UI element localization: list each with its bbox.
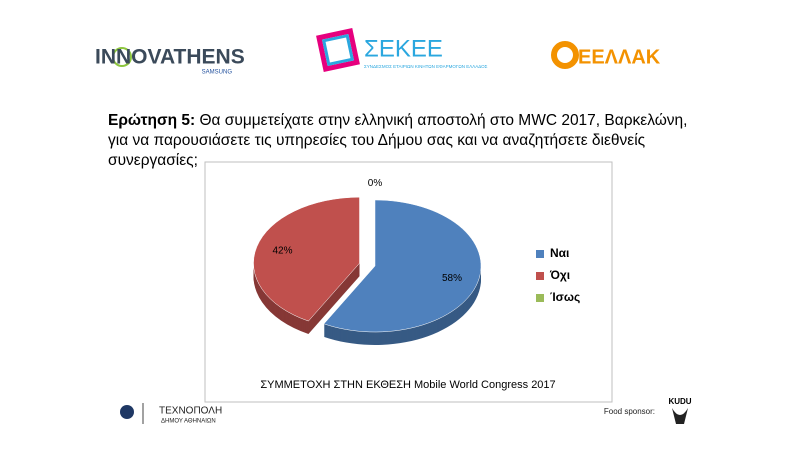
footer-text: Food sponsor: xyxy=(604,407,655,416)
logo-kudu: KUDU xyxy=(668,397,691,406)
logo-technopoli: ΤΕΧΝΟΠΟΛΗ xyxy=(159,406,222,417)
pie-slice xyxy=(323,199,482,333)
logo-sub: ΔΗΜΟΥ ΑΘΗΝΑΙΩΝ xyxy=(161,419,216,425)
logo-sekee-icon xyxy=(316,28,360,72)
question-text: Θα συμμετείχατε στην ελληνική αποστολή σ… xyxy=(108,112,688,169)
logo-innovathens: INNOVATHENS xyxy=(95,46,245,69)
data-label: 42% xyxy=(272,246,292,257)
legend-swatch xyxy=(536,272,544,280)
logo-sub: ΣΥΝΔΕΣΜΟΣ ΕΤΑΙΡΙΩΝ ΚΙΝΗΤΩΝ ΕΦΑΡΜΟΓΩΝ ΕΛΛ… xyxy=(364,64,488,69)
logo-sub: SAMSUNG xyxy=(202,70,233,76)
legend-swatch xyxy=(536,294,544,302)
legend-label: Όχι xyxy=(549,268,570,282)
logo-eellak: ΕΕΛΛΑΚ xyxy=(578,46,661,68)
question: Ερώτηση 5: Θα συμμετείχατε στην ελληνική… xyxy=(108,111,688,171)
logo-eellak-icon xyxy=(551,41,579,69)
logo-kudu-icon xyxy=(672,408,688,424)
legend-label: Ναι xyxy=(550,246,569,260)
logo-sekee: ΣΕΚΕΕ xyxy=(364,35,443,62)
pie-slice xyxy=(253,196,360,322)
data-label: 0% xyxy=(368,178,383,189)
chart: 58% 42% 0% Ναι Όχι Ίσως xyxy=(253,178,580,345)
question-label: Ερώτηση 5: xyxy=(108,112,196,129)
footer-icon xyxy=(120,405,134,419)
chart-title: ΣΥΜΜΕΤΟΧΗ ΣΤΗΝ ΕΚΘΕΣΗ Mobile World Congr… xyxy=(260,379,555,391)
logo-icon xyxy=(112,47,132,67)
data-label: 58% xyxy=(442,273,462,284)
legend-label: Ίσως xyxy=(550,290,580,304)
legend-swatch xyxy=(536,250,544,258)
